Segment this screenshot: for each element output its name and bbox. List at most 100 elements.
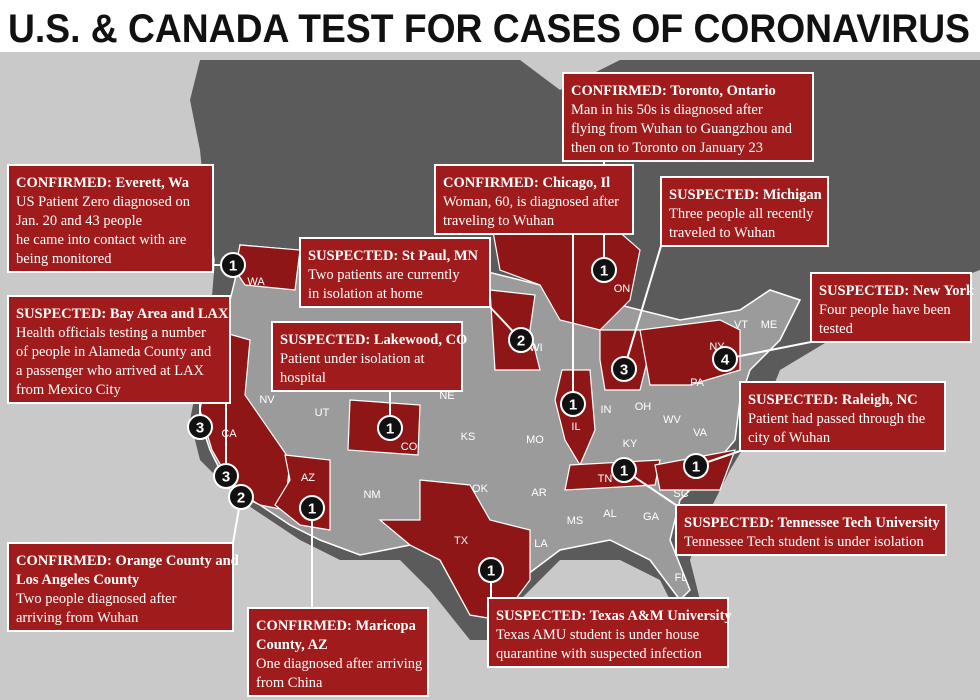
marker-circle [187, 414, 213, 440]
callout: CONFIRMED: Everett, Wa US Patient Zero di… [7, 164, 214, 273]
state-label: IL [571, 421, 580, 433]
state-label: GA [643, 511, 660, 523]
marker-count: 3 [620, 362, 628, 379]
callout: SUSPECTED: Bay Area and LAX Health offici… [7, 295, 231, 404]
callout-box [434, 164, 634, 235]
callout-text: Patient under isolation at [280, 351, 425, 367]
state-label: WV [663, 414, 681, 426]
callout-heading: SUSPECTED: Raleigh, NC [748, 392, 918, 408]
state-label: FL [675, 572, 688, 584]
callout-heading: SUSPECTED: Bay Area and LAX [16, 306, 229, 322]
callout-heading: SUSPECTED: Texas A&M University [496, 608, 732, 624]
callout-heading: SUSPECTED: Lakewood, CO [280, 332, 467, 348]
callout-text: Two people diagnosed after [16, 591, 177, 607]
marker-count: 1 [487, 563, 495, 580]
state-label: TX [454, 535, 469, 547]
callout-text: arriving from Wuhan [16, 610, 139, 626]
callout-text: a passenger who arrived at LAX [16, 363, 205, 379]
marker-circle [712, 346, 738, 372]
marker-circle [611, 457, 637, 483]
callout-box [271, 321, 463, 392]
callout-text: Health officials testing a number [16, 325, 206, 341]
callout: SUSPECTED: Raleigh, NC Patient had passed… [739, 381, 946, 452]
marker-count: 1 [692, 459, 700, 476]
state-label: AR [531, 487, 546, 499]
state-label: NV [259, 394, 275, 406]
callout-text: Texas AMU student is under house [496, 627, 699, 643]
marker-circle [683, 453, 709, 479]
state-label: CA [221, 428, 237, 440]
marker-count: 1 [229, 258, 237, 275]
marker-circle [591, 257, 617, 283]
marker-circle [478, 557, 504, 583]
callout-heading: CONFIRMED: Maricopa [256, 618, 417, 634]
state-label: IN [601, 404, 612, 416]
callout-text: Patient had passed through the [748, 411, 925, 427]
state-label: KY [623, 438, 638, 450]
state-label: NE [439, 390, 454, 402]
region-ny [639, 319, 741, 386]
callout-text: Woman, 60, is diagnosed after [443, 194, 619, 210]
callout-text: from Mexico City [16, 382, 121, 398]
callout: CONFIRMED: Maricopa County, AZ One diagnos… [247, 607, 429, 697]
state-label: LA [534, 538, 548, 550]
callout-box [247, 607, 429, 697]
marker-count: 3 [196, 420, 204, 437]
callout-text: in isolation at home [308, 286, 423, 302]
callout-heading: SUSPECTED: Tennessee Tech University [684, 515, 941, 531]
callout-heading: SUSPECTED: St Paul, MN [308, 248, 479, 264]
callout-text: tested [819, 321, 854, 337]
callout-box [660, 176, 829, 247]
callout-text: Jan. 20 and 43 people [16, 213, 142, 229]
callout-text: Man in his 50s is diagnosed after [571, 102, 763, 118]
callout-box [562, 72, 814, 162]
state-label: MS [567, 515, 584, 527]
callout-heading: CONFIRMED: Toronto, Ontario [571, 83, 776, 99]
callout-box [7, 164, 214, 273]
callout-text: Three people all recently [669, 206, 814, 222]
marker-circle [220, 252, 246, 278]
callout-text: traveling to Wuhan [443, 213, 555, 229]
connector-line [724, 341, 812, 360]
marker-count: 1 [386, 421, 394, 438]
callout-text: of people in Alameda County and [16, 344, 212, 360]
region-tx [378, 479, 531, 621]
state-label: OK [472, 483, 489, 495]
callout: CONFIRMED: Toronto, Ontario Man in his 50… [562, 72, 814, 162]
callout-box [7, 295, 231, 404]
state-label: AL [603, 508, 616, 520]
marker-circle [299, 495, 325, 521]
state-label: MO [526, 434, 544, 446]
callout: SUSPECTED: Michigan Three people all rece… [660, 176, 829, 247]
callout-box [7, 542, 234, 632]
callout-text: traveled to Wuhan [669, 225, 776, 241]
state-label: AZ [301, 472, 315, 484]
callout: SUSPECTED: Texas A&M University Texas AMU… [487, 597, 732, 668]
marker-circle [228, 484, 254, 510]
state-label: ME [761, 319, 778, 331]
callout-box [810, 272, 972, 343]
marker-count: 2 [237, 490, 245, 507]
marker-count: 1 [600, 263, 608, 280]
callout: CONFIRMED: Chicago, Il Woman, 60, is diag… [434, 164, 634, 235]
callout-text: hospital [280, 370, 326, 386]
state-label: CO [401, 441, 418, 453]
state-label: SC [673, 488, 688, 500]
callout-heading: CONFIRMED: Orange County and [16, 553, 239, 569]
callout-text: Four people have been [819, 302, 951, 318]
callout-box [299, 237, 491, 308]
marker-count: 1 [308, 501, 316, 518]
callout-text: flying from Wuhan to Guangzhou and [571, 121, 793, 137]
callout-text: he came into contact with are [16, 232, 186, 248]
marker-count: 1 [569, 397, 577, 414]
callout-box [739, 381, 946, 452]
callout-box [675, 504, 947, 556]
marker-circle [377, 415, 403, 441]
state-label: UT [315, 407, 330, 419]
callout-text: Two patients are currently [308, 267, 460, 283]
callout: CONFIRMED: Orange County and Los Angeles … [7, 542, 239, 632]
callout-text: city of Wuhan [748, 430, 831, 446]
callout-text: then on to Toronto on January 23 [571, 140, 763, 156]
